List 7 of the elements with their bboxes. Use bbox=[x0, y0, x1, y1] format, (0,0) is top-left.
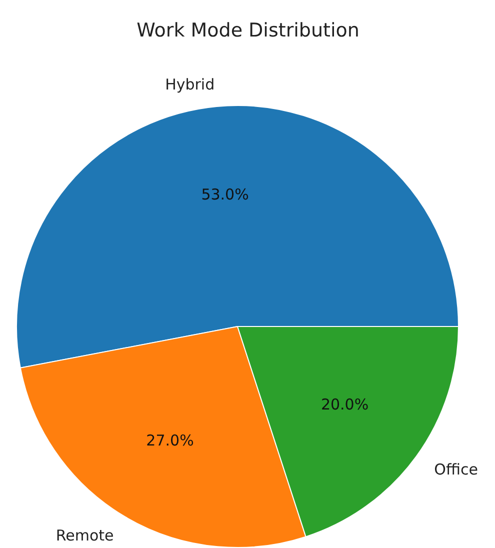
data-label: 20.0% bbox=[320, 395, 369, 414]
data-label: 27.0% bbox=[146, 432, 194, 450]
chart-title: Work Mode Distribution bbox=[136, 20, 360, 42]
slice-label: Hybrid bbox=[165, 75, 215, 94]
slice-label: Office bbox=[434, 460, 478, 478]
data-label: 53.0% bbox=[201, 185, 249, 204]
slice-label: Remote bbox=[56, 526, 114, 545]
